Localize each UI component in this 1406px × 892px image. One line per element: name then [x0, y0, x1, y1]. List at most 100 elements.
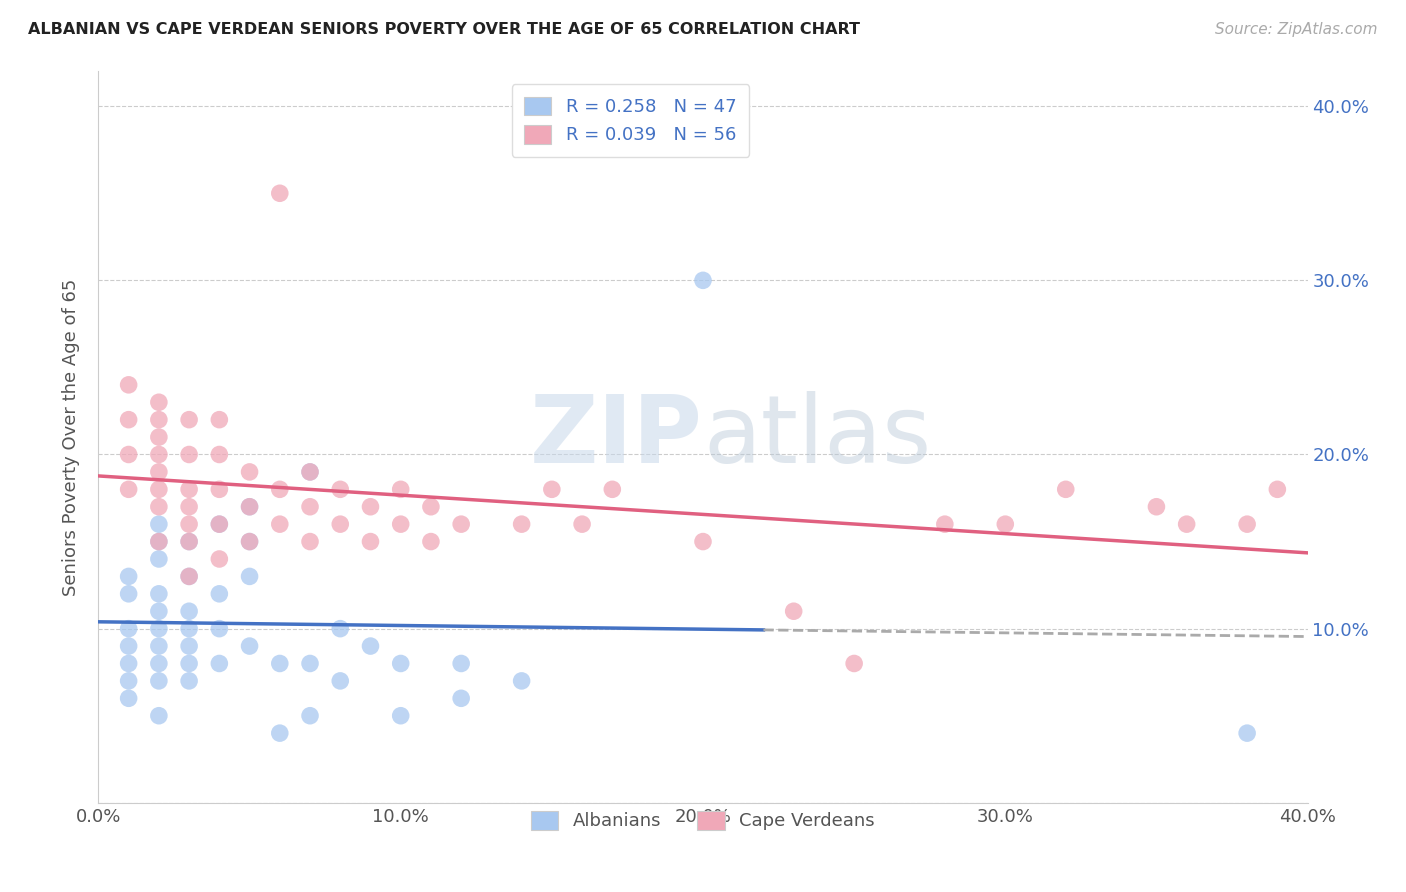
- Point: [389, 517, 412, 532]
- Point: [450, 517, 472, 532]
- Point: [1175, 517, 1198, 532]
- Point: [299, 465, 322, 479]
- Point: [239, 500, 262, 514]
- Point: [148, 448, 170, 462]
- Point: [269, 726, 291, 740]
- Point: [1236, 726, 1258, 740]
- Point: [179, 517, 201, 532]
- Point: [148, 534, 170, 549]
- Point: [179, 604, 201, 618]
- Legend: Albanians, Cape Verdeans: Albanians, Cape Verdeans: [524, 804, 882, 838]
- Point: [179, 569, 201, 583]
- Point: [118, 691, 141, 706]
- Point: [179, 639, 201, 653]
- Point: [118, 569, 141, 583]
- Point: [510, 673, 533, 688]
- Point: [179, 412, 201, 426]
- Point: [450, 657, 472, 671]
- Point: [118, 412, 141, 426]
- Point: [389, 483, 412, 497]
- Point: [329, 622, 352, 636]
- Point: [148, 604, 170, 618]
- Point: [692, 273, 714, 287]
- Point: [299, 500, 322, 514]
- Point: [571, 517, 593, 532]
- Point: [148, 622, 170, 636]
- Point: [389, 657, 412, 671]
- Point: [118, 639, 141, 653]
- Point: [148, 639, 170, 653]
- Point: [148, 465, 170, 479]
- Point: [360, 639, 382, 653]
- Point: [208, 552, 231, 566]
- Point: [299, 534, 322, 549]
- Point: [1236, 517, 1258, 532]
- Point: [148, 517, 170, 532]
- Point: [360, 534, 382, 549]
- Point: [1054, 483, 1077, 497]
- Point: [148, 483, 170, 497]
- Point: [208, 657, 231, 671]
- Point: [239, 569, 262, 583]
- Text: Source: ZipAtlas.com: Source: ZipAtlas.com: [1215, 22, 1378, 37]
- Point: [692, 534, 714, 549]
- Point: [389, 708, 412, 723]
- Point: [420, 500, 443, 514]
- Point: [299, 657, 322, 671]
- Point: [239, 534, 262, 549]
- Point: [148, 534, 170, 549]
- Point: [148, 673, 170, 688]
- Text: ALBANIAN VS CAPE VERDEAN SENIORS POVERTY OVER THE AGE OF 65 CORRELATION CHART: ALBANIAN VS CAPE VERDEAN SENIORS POVERTY…: [28, 22, 860, 37]
- Point: [148, 500, 170, 514]
- Y-axis label: Seniors Poverty Over the Age of 65: Seniors Poverty Over the Age of 65: [62, 278, 80, 596]
- Point: [179, 534, 201, 549]
- Point: [269, 186, 291, 201]
- Point: [179, 500, 201, 514]
- Point: [239, 534, 262, 549]
- Text: atlas: atlas: [703, 391, 931, 483]
- Point: [329, 673, 352, 688]
- Point: [450, 691, 472, 706]
- Point: [844, 657, 866, 671]
- Point: [148, 708, 170, 723]
- Point: [118, 448, 141, 462]
- Point: [269, 483, 291, 497]
- Point: [118, 657, 141, 671]
- Point: [269, 657, 291, 671]
- Point: [934, 517, 956, 532]
- Point: [179, 483, 201, 497]
- Point: [329, 483, 352, 497]
- Point: [360, 500, 382, 514]
- Point: [148, 657, 170, 671]
- Point: [208, 448, 231, 462]
- Point: [208, 483, 231, 497]
- Point: [118, 377, 141, 392]
- Point: [148, 587, 170, 601]
- Point: [783, 604, 806, 618]
- Point: [148, 395, 170, 409]
- Point: [299, 465, 322, 479]
- Point: [239, 465, 262, 479]
- Point: [118, 483, 141, 497]
- Point: [208, 517, 231, 532]
- Point: [602, 483, 624, 497]
- Point: [299, 708, 322, 723]
- Point: [269, 517, 291, 532]
- Point: [540, 483, 562, 497]
- Point: [179, 534, 201, 549]
- Point: [148, 412, 170, 426]
- Point: [208, 412, 231, 426]
- Point: [208, 587, 231, 601]
- Point: [179, 673, 201, 688]
- Point: [179, 448, 201, 462]
- Point: [994, 517, 1017, 532]
- Text: ZIP: ZIP: [530, 391, 703, 483]
- Point: [179, 657, 201, 671]
- Point: [420, 534, 443, 549]
- Point: [179, 569, 201, 583]
- Point: [148, 552, 170, 566]
- Point: [118, 587, 141, 601]
- Point: [118, 673, 141, 688]
- Point: [118, 622, 141, 636]
- Point: [179, 622, 201, 636]
